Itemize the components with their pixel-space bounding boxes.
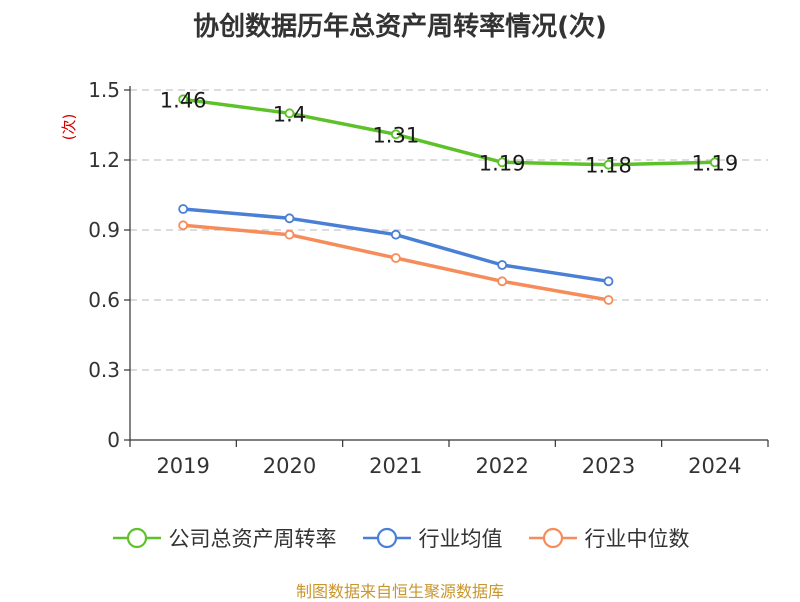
data-point [497, 157, 508, 168]
legend-label: 公司总资产周转率 [168, 527, 337, 551]
axes: 0 0.3 0.6 0.9 1.2 1.5 (次) 2019 2020 2021 2022 2023 2… [60, 78, 769, 478]
y-tick-label: 1.5 [88, 78, 120, 102]
data-label: 1.19 [691, 151, 738, 175]
data-label: 1.46 [160, 88, 207, 112]
data-label: 1.4 [273, 102, 306, 126]
data-point [178, 94, 189, 105]
x-tick-label: 2024 [688, 454, 741, 478]
data-point [390, 229, 401, 240]
legend-item-1[interactable]: 行业均值 [361, 523, 503, 553]
legend-item-2[interactable]: 行业中位数 [527, 523, 690, 553]
x-tick-label: 2020 [263, 454, 316, 478]
gridlines [130, 89, 768, 371]
data-label: 1.18 [585, 154, 632, 178]
chart-title: 协创数据历年总资产周转率情况(次) [193, 12, 607, 42]
y-tick-label: 1.2 [88, 148, 120, 172]
y-tick-label: 0.9 [88, 218, 120, 242]
data-point [497, 276, 508, 287]
data-point [178, 204, 189, 214]
data-point [284, 213, 295, 224]
data-point [709, 157, 720, 168]
legend-label: 行业中位数 [584, 527, 690, 551]
data-point [497, 260, 508, 270]
data-point [390, 253, 401, 263]
legend-swatch [112, 527, 161, 549]
y-tick-label: 0.6 [88, 288, 120, 312]
x-tick-label: 2019 [156, 454, 209, 478]
x-tick-label: 2022 [475, 454, 528, 478]
source-note: 制图数据来自恒生聚源数据库 [295, 582, 504, 601]
x-tick-label: 2023 [582, 454, 635, 478]
x-tick-label: 2021 [369, 454, 422, 478]
y-axis-label: (次) [60, 114, 78, 141]
legend-label: 行业均值 [418, 527, 503, 551]
series-lines [178, 94, 720, 305]
data-point [603, 159, 614, 170]
data-point [284, 108, 295, 119]
y-tick-label: 0 [107, 428, 120, 452]
data-point [390, 129, 401, 140]
legend-swatch [362, 527, 411, 549]
data-point [284, 229, 295, 240]
legend-swatch [528, 527, 577, 549]
data-label: 1.19 [479, 151, 526, 175]
y-tick-label: 0.3 [88, 358, 120, 382]
series-line-0 [182, 97, 715, 167]
data-labels: 1.46 1.4 1.31 1.19 1.18 1.19 [160, 88, 738, 177]
legend-item-0[interactable]: 公司总资产周转率 [111, 523, 337, 553]
data-point [178, 220, 189, 231]
legend: 公司总资产周转率 行业均值 行业中位数 [0, 518, 800, 558]
data-label: 1.31 [372, 123, 419, 147]
data-point [603, 276, 614, 287]
data-point [603, 295, 614, 305]
series-line-1 [183, 207, 609, 284]
